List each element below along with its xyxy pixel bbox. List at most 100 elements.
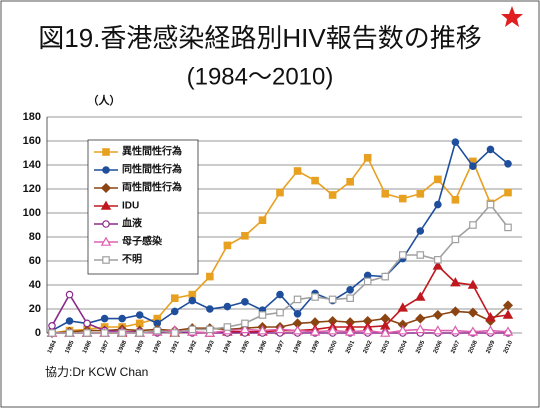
marker (293, 167, 302, 175)
marker (416, 251, 425, 259)
x-tick-label: 1992 (187, 339, 198, 354)
marker (135, 311, 144, 319)
marker (397, 325, 408, 335)
marker (257, 325, 268, 335)
marker (241, 232, 249, 240)
legend-marker (102, 148, 110, 156)
marker (170, 307, 179, 316)
marker (48, 329, 56, 337)
marker (485, 325, 496, 335)
marker (309, 326, 321, 336)
marker (328, 191, 337, 199)
footer: 協力:Dr KCW Chan (45, 364, 148, 379)
marker (274, 323, 286, 334)
x-tick-label: 2002 (363, 339, 374, 354)
marker (223, 323, 232, 331)
marker (292, 325, 303, 335)
y-tick-label: 180 (23, 111, 41, 123)
marker (241, 319, 249, 328)
marker (451, 235, 460, 244)
x-tick-label: 2005 (415, 339, 426, 354)
marker (170, 329, 179, 337)
marker (502, 326, 514, 336)
legend-label: 不明 (122, 254, 142, 266)
marker (327, 325, 338, 335)
marker (467, 307, 478, 318)
marker (83, 319, 91, 328)
marker (432, 325, 444, 335)
y-tick-label: 140 (23, 159, 41, 171)
x-tick-label: 1998 (293, 339, 304, 354)
x-tick-label: 2010 (503, 339, 514, 354)
marker (416, 190, 425, 198)
x-tick-label: 1997 (275, 339, 286, 354)
chart-subtitle: (1984〜2010) (187, 63, 334, 90)
legend-marker (102, 256, 110, 264)
marker (434, 200, 442, 209)
marker (328, 295, 337, 304)
y-axis-label: （人） (88, 93, 121, 107)
marker (276, 290, 284, 299)
marker (206, 325, 214, 334)
marker (65, 290, 74, 299)
marker (363, 154, 372, 162)
x-tick-label: 1999 (310, 339, 321, 354)
marker (398, 194, 407, 203)
marker (486, 145, 495, 154)
marker (502, 309, 514, 319)
marker (311, 293, 319, 301)
marker (65, 317, 74, 325)
marker (223, 241, 232, 250)
x-tick-label: 1993 (205, 339, 216, 354)
marker (450, 277, 461, 287)
marker (415, 313, 426, 324)
x-tick-label: 1986 (82, 339, 93, 354)
marker (451, 138, 460, 147)
star-icon (501, 6, 523, 27)
marker (239, 323, 251, 334)
marker (276, 308, 284, 317)
marker (381, 190, 390, 198)
marker (362, 325, 373, 335)
x-tick-label: 1988 (117, 339, 128, 354)
x-tick-label: 2001 (345, 339, 356, 354)
legend-marker (100, 182, 112, 194)
marker (65, 329, 74, 337)
legend-label: 同性間性行為 (122, 163, 182, 176)
marker (504, 188, 512, 197)
marker (311, 176, 319, 185)
marker (206, 272, 214, 281)
marker (118, 314, 126, 323)
marker (434, 256, 442, 264)
legend-label: IDU (122, 201, 139, 212)
legend-label: 血液 (122, 217, 142, 230)
marker (363, 277, 372, 286)
x-tick-label: 2004 (398, 339, 409, 354)
marker (346, 285, 354, 294)
marker (118, 329, 126, 337)
marker (188, 325, 197, 334)
x-tick-label: 2003 (380, 339, 391, 354)
legend-label: 異性間性行為 (122, 145, 182, 158)
marker (380, 327, 391, 337)
marker (415, 291, 426, 301)
marker (485, 311, 496, 322)
x-tick-label: 2009 (485, 339, 496, 354)
marker (206, 305, 214, 313)
legend-label: 両性間性行為 (122, 181, 182, 194)
marker (486, 200, 495, 209)
y-tick-label: 120 (23, 183, 41, 195)
marker (241, 297, 249, 306)
x-tick-label: 2008 (468, 339, 479, 354)
marker (504, 160, 512, 168)
x-tick-label: 1995 (240, 339, 251, 354)
marker (434, 175, 442, 184)
marker (293, 295, 302, 304)
marker (469, 221, 477, 229)
x-tick-label: 1985 (65, 339, 76, 354)
marker (258, 311, 267, 319)
x-tick-label: 2007 (450, 339, 461, 354)
marker (293, 309, 302, 318)
x-tick-label: 1989 (135, 339, 146, 354)
